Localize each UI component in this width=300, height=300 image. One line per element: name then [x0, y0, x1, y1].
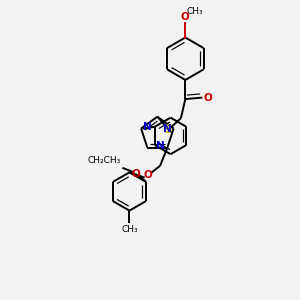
Text: CH₃: CH₃: [121, 225, 138, 234]
Text: S: S: [164, 123, 172, 136]
Text: N: N: [142, 122, 151, 132]
Text: CH₂CH₃: CH₂CH₃: [88, 156, 121, 165]
Text: O: O: [181, 12, 190, 22]
Text: N: N: [164, 124, 172, 134]
Text: O: O: [131, 169, 140, 179]
Text: O: O: [204, 93, 213, 103]
Text: CH₃: CH₃: [187, 7, 203, 16]
Text: O: O: [143, 170, 152, 180]
Text: N: N: [156, 141, 165, 151]
